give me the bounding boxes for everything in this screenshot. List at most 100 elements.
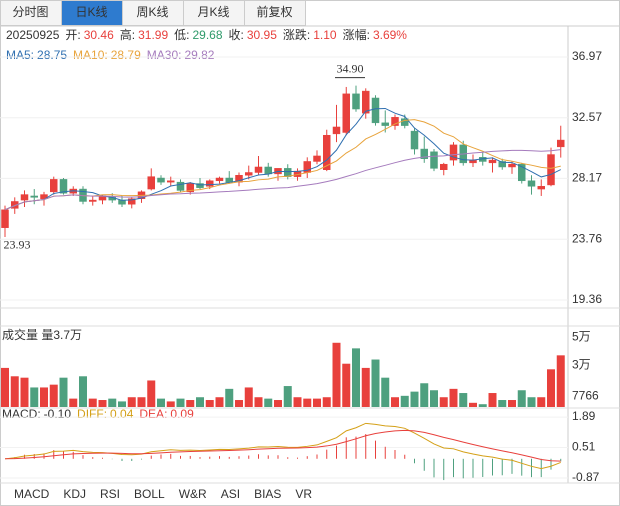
candle-body bbox=[50, 179, 58, 193]
indicator-tab[interactable]: BIAS bbox=[254, 487, 281, 501]
volume-bar bbox=[420, 383, 429, 407]
indicator-tab[interactable]: ASI bbox=[221, 487, 240, 501]
y-tick-label: 28.17 bbox=[572, 171, 602, 185]
volume-bar bbox=[283, 386, 292, 407]
vol-tick-label: 3万 bbox=[572, 357, 591, 371]
volume-bar bbox=[478, 404, 487, 407]
volume-bar bbox=[488, 393, 497, 407]
volume-bar bbox=[40, 387, 48, 407]
tab[interactable] bbox=[122, 0, 184, 26]
candle-body bbox=[547, 154, 555, 186]
candle-body bbox=[557, 139, 565, 148]
macd-value: 0.04 bbox=[110, 407, 134, 421]
candle-body bbox=[488, 159, 497, 164]
indicator-tab[interactable]: BOLL bbox=[134, 487, 165, 501]
volume-bar bbox=[157, 398, 165, 407]
volume-bar bbox=[30, 387, 39, 407]
tab-label[interactable]: 月K线 bbox=[197, 5, 229, 19]
candle-body bbox=[323, 134, 331, 170]
info-label: 涨跌: bbox=[283, 27, 310, 42]
info-label: 开: bbox=[65, 28, 80, 42]
ma-line bbox=[4, 149, 561, 211]
macd-name: DIFF: bbox=[77, 407, 107, 421]
candle-body bbox=[508, 163, 516, 168]
indicator-tab[interactable]: VR bbox=[295, 487, 312, 501]
info-label: 收: bbox=[229, 28, 244, 42]
macd-line bbox=[4, 422, 561, 470]
macd-line bbox=[4, 429, 561, 462]
candle-body bbox=[40, 194, 48, 199]
macd-tick-label: 0.51 bbox=[572, 440, 596, 454]
volume-bar bbox=[430, 390, 438, 407]
volume-bar bbox=[264, 398, 273, 407]
info-label: 20250925 bbox=[6, 28, 60, 42]
ma-line bbox=[4, 107, 561, 211]
candle-body bbox=[342, 93, 350, 133]
volume-bar bbox=[108, 398, 117, 407]
info-label: 低: bbox=[174, 28, 189, 42]
y-tick-label: 36.97 bbox=[572, 49, 602, 63]
volume-bar bbox=[459, 393, 468, 407]
candle-body bbox=[430, 151, 438, 169]
candle-body bbox=[381, 122, 389, 126]
macd-name: MACD: bbox=[2, 407, 41, 421]
candle-body bbox=[440, 163, 448, 170]
tab-label[interactable]: 周K线 bbox=[136, 5, 168, 19]
volume-bar bbox=[166, 401, 175, 407]
candle-body bbox=[410, 130, 419, 150]
macd-legend: MACD: -0.10 DIFF: 0.04 DEA: 0.09 bbox=[2, 407, 194, 421]
volume-bar bbox=[244, 387, 253, 407]
y-tick-label: 32.57 bbox=[572, 110, 602, 124]
volume-bar bbox=[49, 384, 58, 407]
candle-body bbox=[352, 93, 360, 110]
info-label: 涨幅: bbox=[343, 27, 370, 42]
volume-bar bbox=[391, 397, 399, 407]
candle-body bbox=[196, 183, 204, 188]
info-line: 20250925 开: 30.46 高: 31.99 低: 29.68 收: 30.95 涨跌: 1… bbox=[6, 27, 407, 42]
candle-body bbox=[518, 163, 526, 182]
volume-bar bbox=[235, 400, 243, 407]
tab[interactable] bbox=[0, 0, 62, 26]
volume-title: 成交量 量3.7万 bbox=[2, 327, 82, 342]
volume-bar bbox=[20, 377, 29, 407]
candle-body bbox=[371, 97, 380, 124]
volume-bar bbox=[196, 397, 204, 407]
candle-body bbox=[167, 180, 175, 183]
volume-bar bbox=[332, 342, 341, 407]
indicator-tab[interactable]: W&R bbox=[179, 487, 207, 501]
candle-body bbox=[215, 177, 224, 182]
indicator-tab[interactable]: RSI bbox=[100, 487, 120, 501]
candle-body bbox=[157, 177, 165, 183]
volume-bar bbox=[439, 397, 448, 407]
tab[interactable] bbox=[244, 0, 306, 26]
volume-bar bbox=[410, 391, 419, 407]
candle-body bbox=[420, 148, 428, 159]
info-value: 3.69% bbox=[373, 28, 407, 42]
ma-name: MA5: bbox=[6, 48, 34, 62]
info-label: 高: bbox=[120, 27, 135, 42]
candle-body bbox=[1, 209, 9, 228]
ma-name: MA30: bbox=[147, 48, 182, 62]
y-tick-label: 23.76 bbox=[572, 231, 602, 245]
tab-label[interactable]: 日K线 bbox=[75, 5, 107, 19]
volume-bar bbox=[508, 400, 516, 407]
volume-bar bbox=[137, 397, 146, 407]
ma-value: 28.75 bbox=[37, 48, 67, 62]
tab-label[interactable]: 前复权 bbox=[256, 4, 292, 19]
ma-legend: MA5: 28.75 MA10: 28.79 MA30: 29.82 bbox=[6, 48, 215, 62]
info-value: 1.10 bbox=[313, 28, 337, 42]
extreme-label: 34.90 bbox=[337, 61, 364, 75]
volume-bar bbox=[527, 397, 536, 407]
volume-bar bbox=[186, 400, 195, 407]
macd-value: 0.09 bbox=[170, 407, 194, 421]
info-value: 30.46 bbox=[84, 28, 114, 42]
volume-bar bbox=[322, 397, 331, 407]
volume-bar bbox=[254, 397, 263, 407]
tab-label[interactable]: 分时图 bbox=[12, 5, 48, 19]
indicator-tab[interactable]: KDJ bbox=[63, 487, 86, 501]
indicator-tab[interactable]: MACD bbox=[14, 487, 50, 501]
extreme-label: 23.93 bbox=[4, 238, 31, 252]
ma-line bbox=[4, 119, 561, 211]
